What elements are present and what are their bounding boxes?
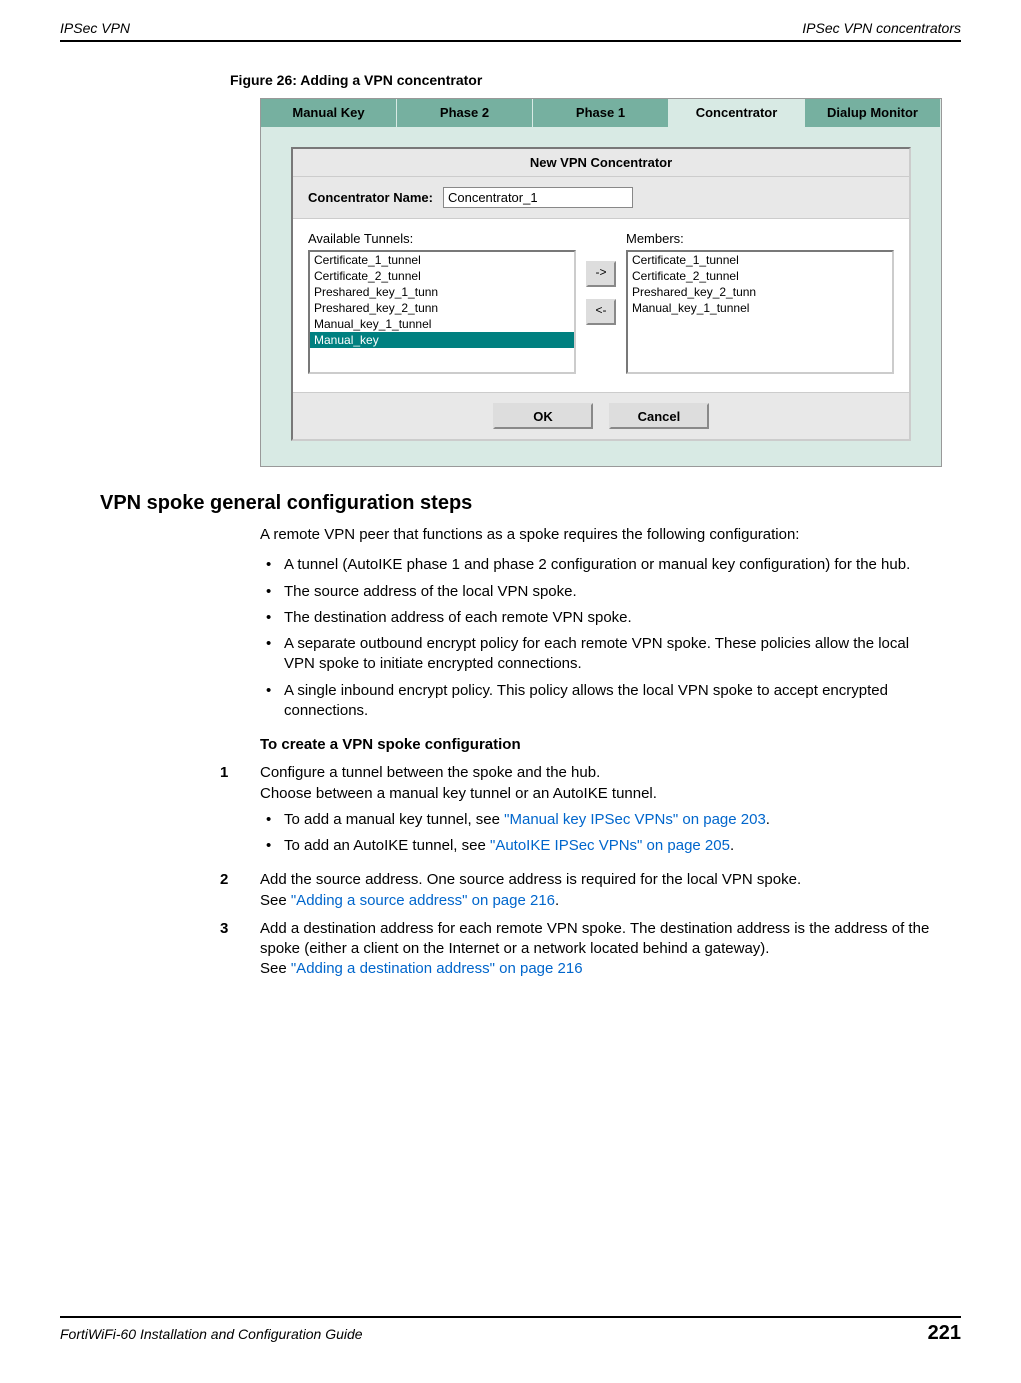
tab-manual-key[interactable]: Manual Key	[261, 99, 397, 127]
concentrator-name-label: Concentrator Name:	[308, 190, 433, 205]
list-item[interactable]: Certificate_2_tunnel	[310, 268, 574, 284]
step-number: 3	[220, 919, 260, 980]
section-heading: VPN spoke general configuration steps	[100, 492, 961, 515]
bullet-item: The source address of the local VPN spok…	[260, 582, 941, 602]
ok-button[interactable]: OK	[493, 403, 593, 429]
move-right-button[interactable]: ->	[586, 261, 616, 287]
step-text: Configure a tunnel between the spoke and…	[260, 763, 770, 783]
members-listbox[interactable]: Certificate_1_tunnel Certificate_2_tunne…	[626, 250, 894, 374]
move-left-button[interactable]: <-	[586, 299, 616, 325]
list-item[interactable]: Preshared_key_2_tunn	[310, 300, 574, 316]
procedure-heading: To create a VPN spoke configuration	[260, 735, 941, 755]
step-text: See "Adding a destination address" on pa…	[260, 959, 941, 979]
list-item[interactable]: Certificate_1_tunnel	[628, 252, 892, 268]
link-destination-address[interactable]: "Adding a destination address" on page 2…	[291, 960, 583, 977]
header-right: IPSec VPN concentrators	[802, 20, 961, 36]
list-item[interactable]: Preshared_key_2_tunn	[628, 284, 892, 300]
members-label: Members:	[626, 231, 894, 246]
link-autoike[interactable]: "AutoIKE IPSec VPNs" on page 205	[490, 837, 730, 854]
available-tunnels-label: Available Tunnels:	[308, 231, 576, 246]
list-item[interactable]: Manual_key_1_tunnel	[310, 316, 574, 332]
tab-phase-2[interactable]: Phase 2	[397, 99, 533, 127]
list-item[interactable]: Preshared_key_1_tunn	[310, 284, 574, 300]
bullet-item: To add a manual key tunnel, see "Manual …	[260, 810, 770, 830]
concentrator-name-input[interactable]	[443, 187, 633, 208]
list-item[interactable]: Certificate_1_tunnel	[310, 252, 574, 268]
header-rule	[60, 40, 961, 42]
step-number: 2	[220, 870, 260, 911]
header-left: IPSec VPN	[60, 20, 130, 36]
bullet-item: To add an AutoIKE tunnel, see "AutoIKE I…	[260, 836, 770, 856]
bullet-item: A single inbound encrypt policy. This po…	[260, 681, 941, 722]
step-text: Add the source address. One source addre…	[260, 870, 801, 890]
bullet-item: A separate outbound encrypt policy for e…	[260, 634, 941, 675]
tab-phase-1[interactable]: Phase 1	[533, 99, 669, 127]
bullet-item: A tunnel (AutoIKE phase 1 and phase 2 co…	[260, 555, 941, 575]
figure-caption: Figure 26: Adding a VPN concentrator	[230, 72, 961, 88]
list-item[interactable]: Manual_key_1_tunnel	[628, 300, 892, 316]
step-number: 1	[220, 763, 260, 862]
step-text: See "Adding a source address" on page 21…	[260, 891, 801, 911]
page-footer: FortiWiFi-60 Installation and Configurat…	[60, 1316, 961, 1345]
link-source-address[interactable]: "Adding a source address" on page 216	[291, 892, 555, 909]
footer-title: FortiWiFi-60 Installation and Configurat…	[60, 1326, 363, 1342]
cancel-button[interactable]: Cancel	[609, 403, 709, 429]
tab-bar: Manual Key Phase 2 Phase 1 Concentrator …	[261, 99, 941, 127]
tab-dialup-monitor[interactable]: Dialup Monitor	[805, 99, 941, 127]
panel-title: New VPN Concentrator	[293, 149, 909, 177]
step-text: Add a destination address for each remot…	[260, 919, 941, 960]
step-text: Choose between a manual key tunnel or an…	[260, 784, 770, 804]
available-tunnels-listbox[interactable]: Certificate_1_tunnel Certificate_2_tunne…	[308, 250, 576, 374]
link-manual-key[interactable]: "Manual key IPSec VPNs" on page 203	[504, 811, 766, 828]
page-number: 221	[928, 1322, 961, 1345]
list-item[interactable]: Manual_key	[310, 332, 574, 348]
bullet-item: The destination address of each remote V…	[260, 608, 941, 628]
intro-text: A remote VPN peer that functions as a sp…	[260, 525, 941, 545]
list-item[interactable]: Certificate_2_tunnel	[628, 268, 892, 284]
tab-concentrator[interactable]: Concentrator	[669, 99, 805, 127]
vpn-concentrator-screenshot: Manual Key Phase 2 Phase 1 Concentrator …	[260, 98, 942, 467]
